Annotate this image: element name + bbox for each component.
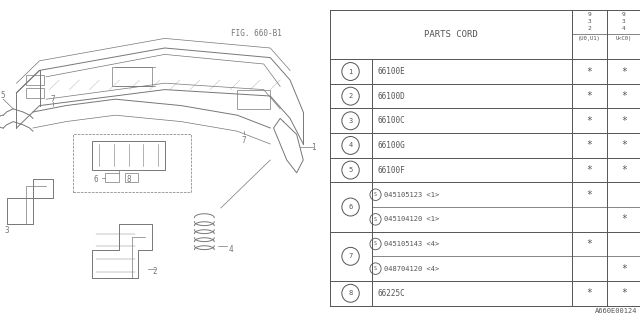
Text: 66225C: 66225C: [378, 289, 406, 298]
Text: 66100G: 66100G: [378, 141, 406, 150]
Text: 9: 9: [588, 12, 591, 17]
Text: *: *: [621, 140, 627, 150]
Text: 8: 8: [126, 175, 131, 184]
Text: U<C0): U<C0): [616, 36, 632, 41]
Text: 66100C: 66100C: [378, 116, 406, 125]
Text: 66100F: 66100F: [378, 165, 406, 175]
Text: *: *: [621, 214, 627, 224]
Text: 3: 3: [348, 118, 353, 124]
Text: *: *: [621, 264, 627, 274]
Text: *: *: [621, 288, 627, 298]
Text: 7: 7: [241, 136, 246, 145]
Text: 66100D: 66100D: [378, 92, 406, 101]
Text: 045105123 <1>: 045105123 <1>: [384, 192, 439, 198]
Text: 3: 3: [588, 19, 591, 24]
Text: *: *: [587, 91, 593, 101]
Text: 6: 6: [348, 204, 353, 210]
Text: 2: 2: [588, 26, 591, 31]
Text: 4: 4: [348, 142, 353, 148]
Text: 045104120 <1>: 045104120 <1>: [384, 216, 439, 222]
Text: *: *: [587, 165, 593, 175]
Text: 1: 1: [348, 68, 353, 75]
Text: 8: 8: [348, 290, 353, 296]
Text: 045105143 <4>: 045105143 <4>: [384, 241, 439, 247]
Text: S: S: [374, 217, 377, 222]
Text: (U0,U1): (U0,U1): [578, 36, 601, 41]
Text: *: *: [621, 116, 627, 126]
Text: *: *: [621, 67, 627, 76]
Text: 66100E: 66100E: [378, 67, 406, 76]
Text: 5: 5: [348, 167, 353, 173]
Text: *: *: [587, 140, 593, 150]
Text: 6: 6: [93, 175, 98, 184]
Text: 2: 2: [348, 93, 353, 99]
Text: 7: 7: [51, 95, 55, 104]
Text: *: *: [587, 288, 593, 298]
Text: FIG. 660-B1: FIG. 660-B1: [231, 29, 282, 38]
Text: 9: 9: [622, 12, 625, 17]
Text: *: *: [621, 165, 627, 175]
Text: *: *: [587, 239, 593, 249]
Text: 5: 5: [1, 92, 6, 100]
Text: 4: 4: [228, 245, 233, 254]
Text: 1: 1: [311, 143, 316, 152]
Text: 7: 7: [348, 253, 353, 259]
Text: S: S: [374, 192, 377, 197]
Text: *: *: [587, 116, 593, 126]
Text: 4: 4: [622, 26, 625, 31]
Text: A660E00124: A660E00124: [595, 308, 637, 314]
Text: 2: 2: [152, 268, 157, 276]
Text: *: *: [587, 67, 593, 76]
Text: S: S: [374, 242, 377, 246]
Text: *: *: [587, 190, 593, 200]
Text: *: *: [621, 91, 627, 101]
Text: 3: 3: [4, 226, 9, 235]
Text: 3: 3: [622, 19, 625, 24]
Text: 048704120 <4>: 048704120 <4>: [384, 266, 439, 272]
Text: S: S: [374, 266, 377, 271]
Text: PARTS CORD: PARTS CORD: [424, 30, 477, 39]
